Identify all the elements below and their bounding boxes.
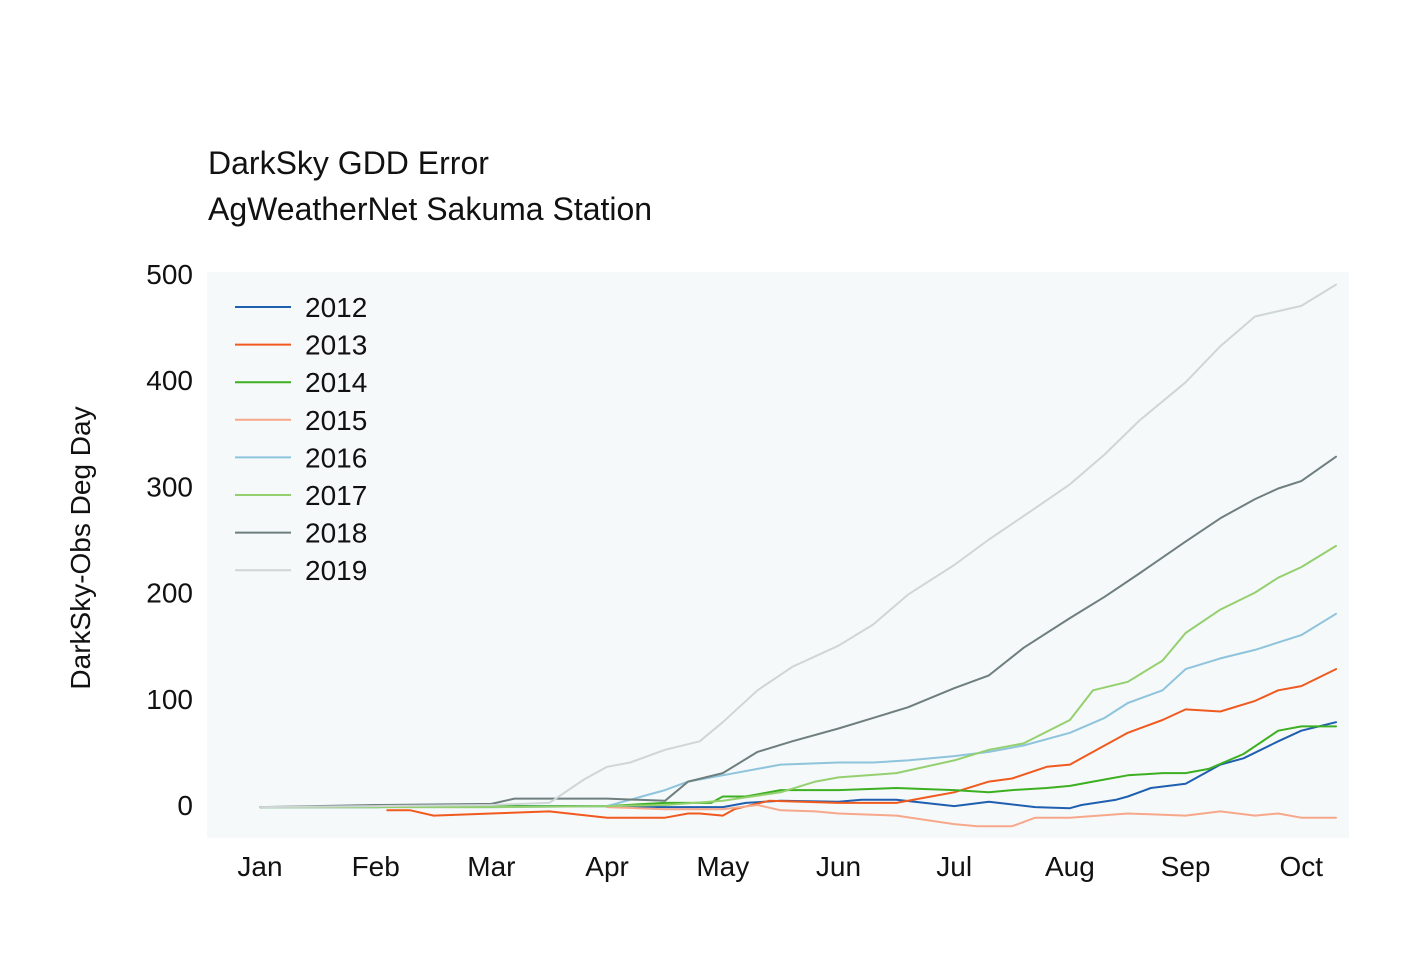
chart-subtitle: AgWeatherNet Sakuma Station: [208, 191, 653, 227]
x-tick-label: Jul: [936, 851, 972, 882]
x-tick-label: Oct: [1280, 851, 1324, 882]
legend-label-2015: 2015: [305, 405, 367, 436]
x-tick-label: Jan: [237, 851, 282, 882]
y-tick-label: 500: [146, 259, 193, 290]
x-tick-label: Apr: [585, 851, 629, 882]
plot-area: [207, 272, 1349, 838]
legend-label-2014: 2014: [305, 367, 367, 398]
y-tick-label: 200: [146, 578, 193, 609]
legend-label-2019: 2019: [305, 555, 367, 586]
legend-label-2013: 2013: [305, 330, 367, 361]
series-line-2015: [606, 804, 1337, 828]
x-tick-label: Jun: [816, 851, 861, 882]
legend-label-2017: 2017: [305, 480, 367, 511]
legend-label-2012: 2012: [305, 292, 367, 323]
y-tick-label: 400: [146, 365, 193, 396]
y-tick-label: 300: [146, 471, 193, 502]
legend-label-2016: 2016: [305, 442, 367, 473]
y-axis-label: DarkSky-Obs Deg Day: [65, 406, 96, 689]
chart-title: DarkSky GDD Error: [208, 145, 489, 181]
series-line-2014: [259, 725, 1337, 809]
series-line-2017: [259, 544, 1337, 809]
x-tick-label: Feb: [352, 851, 400, 882]
x-tick-label: May: [696, 851, 749, 882]
series-line-2019: [259, 283, 1337, 809]
y-tick-label: 100: [146, 684, 193, 715]
series-line-2013: [386, 668, 1337, 819]
x-tick-label: Aug: [1045, 851, 1095, 882]
series-line-2016: [259, 612, 1337, 809]
x-tick-label: Sep: [1161, 851, 1211, 882]
x-tick-label: Mar: [467, 851, 515, 882]
series-line-2018: [259, 455, 1337, 809]
y-tick-label: 0: [177, 790, 193, 821]
legend-label-2018: 2018: [305, 518, 367, 549]
